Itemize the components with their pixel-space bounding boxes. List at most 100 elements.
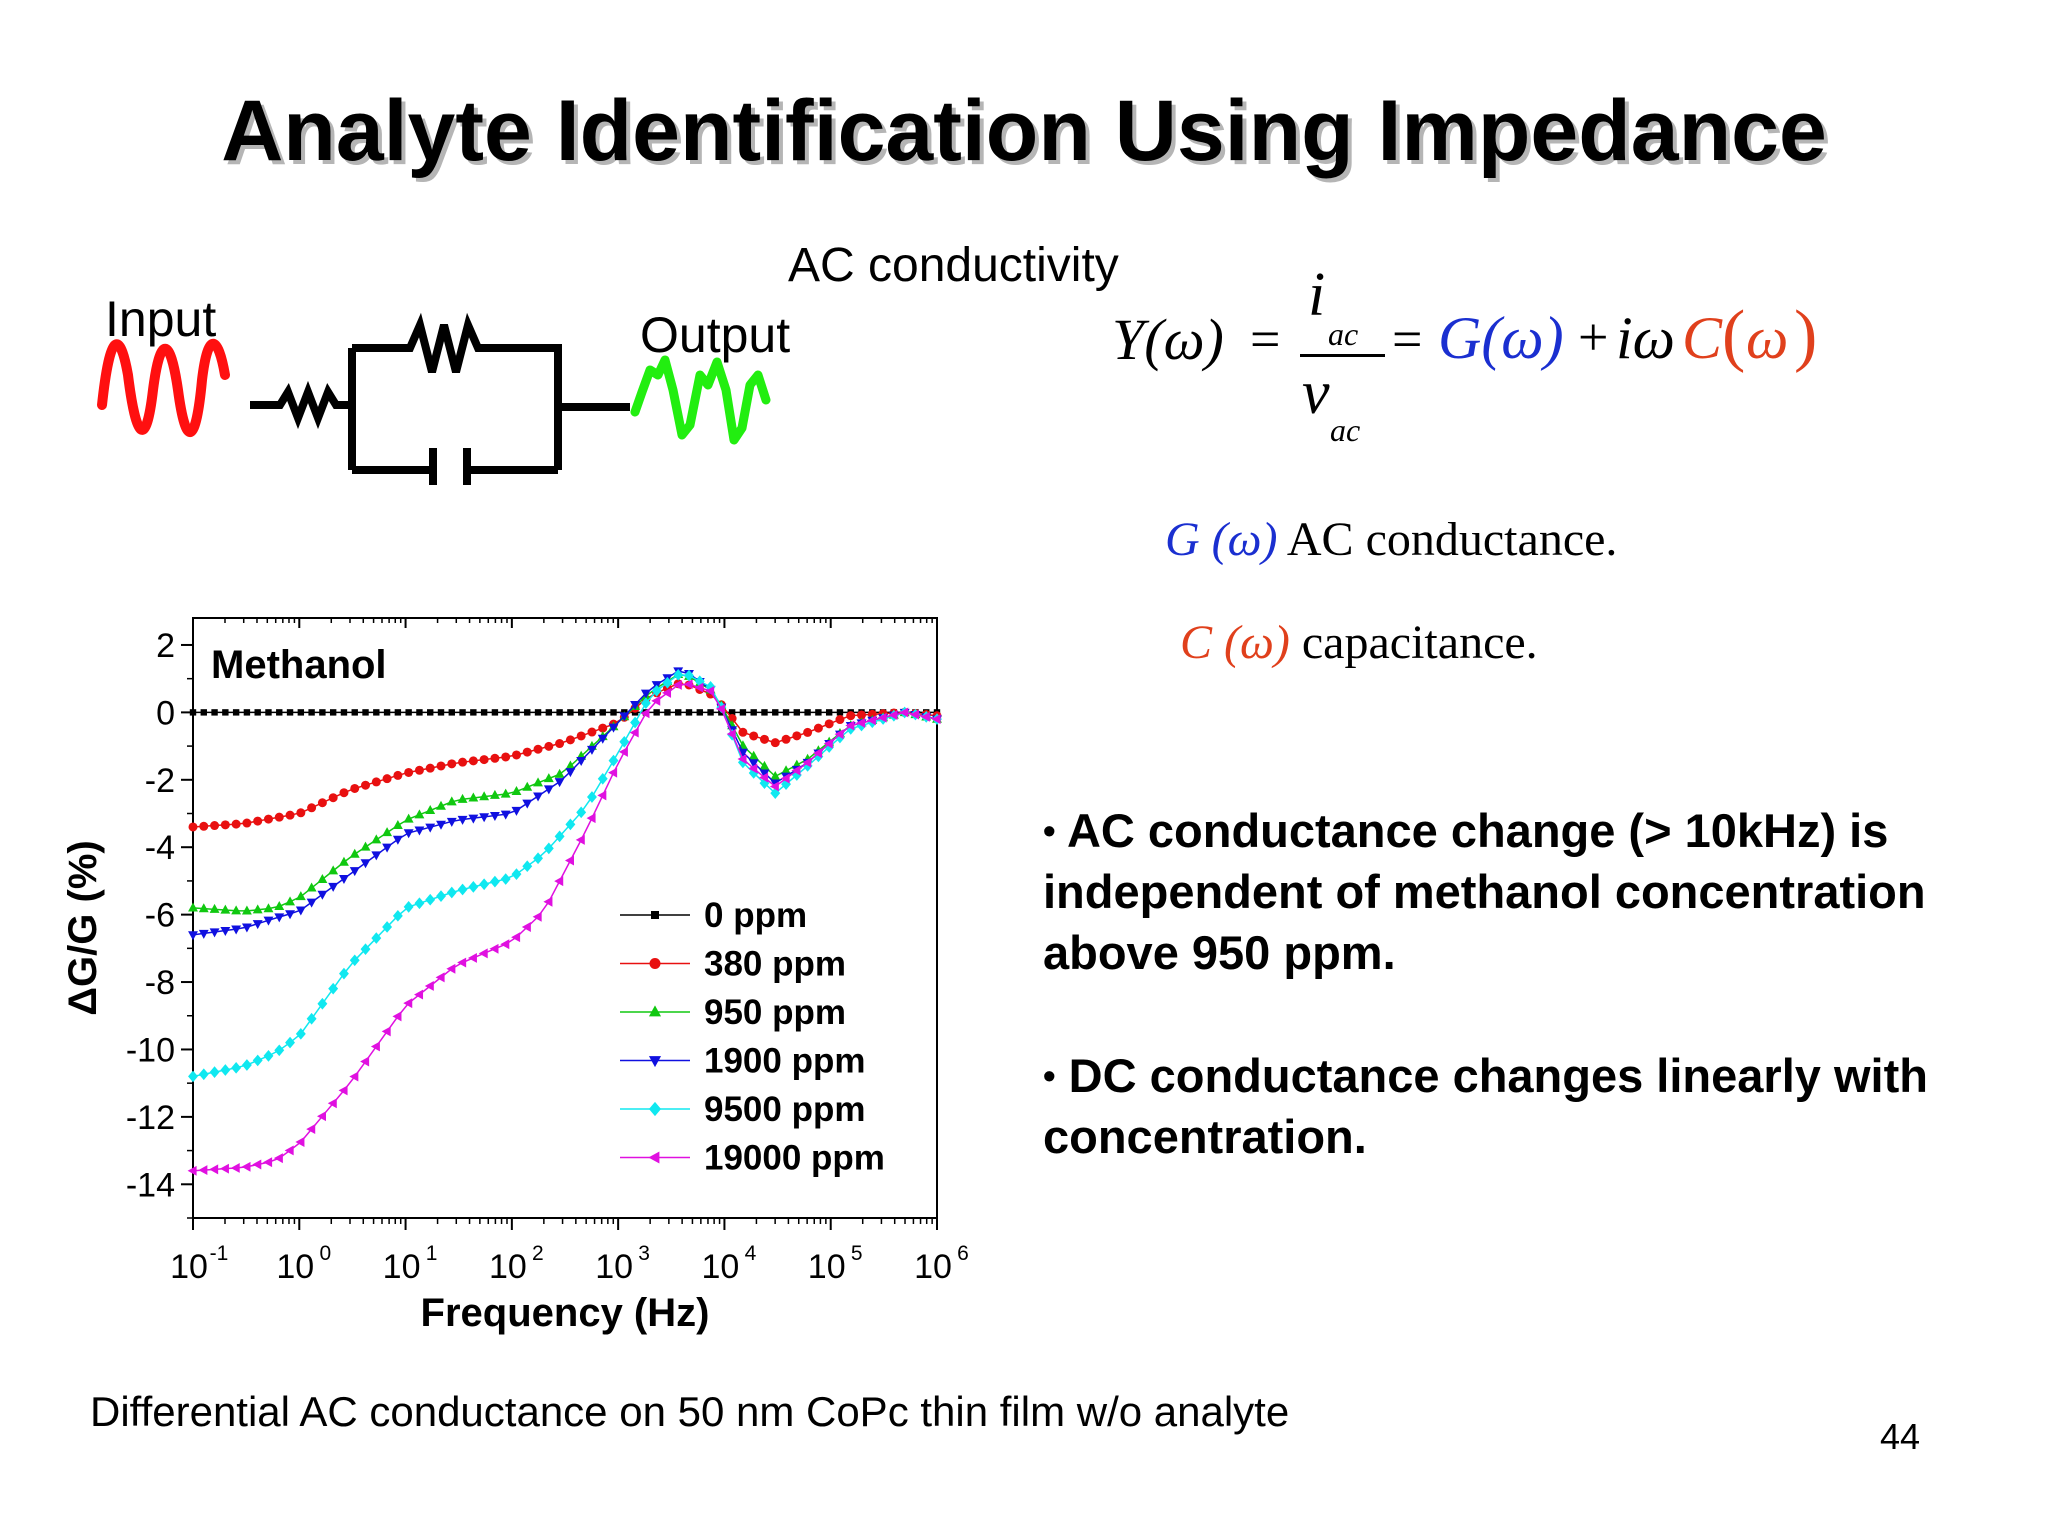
data-point (888, 710, 898, 721)
data-point (737, 748, 748, 758)
data-point (371, 932, 382, 944)
def-g-symbol: G (ω) (1165, 513, 1278, 566)
data-point (329, 709, 337, 716)
data-point (750, 709, 757, 716)
circuit-diagram (97, 312, 771, 485)
data-point (815, 709, 822, 716)
data-point (427, 709, 434, 716)
data-point (673, 668, 684, 681)
y-tick-label: -6 (145, 897, 175, 935)
data-point (457, 815, 468, 825)
data-point (791, 765, 801, 776)
data-point (586, 813, 596, 824)
data-point (306, 1012, 317, 1025)
data-point (640, 708, 650, 719)
data-point (770, 770, 781, 780)
series-line (192, 673, 938, 912)
data-point (297, 709, 305, 716)
data-point (489, 875, 500, 888)
legend-label: 19000 ppm (704, 1139, 885, 1178)
data-point (738, 727, 748, 737)
data-point (759, 772, 769, 783)
data-point (470, 709, 477, 716)
data-point (188, 902, 198, 912)
data-point (608, 767, 618, 778)
data-point (480, 709, 488, 716)
data-point (370, 1041, 380, 1052)
data-point (306, 882, 317, 892)
y-tick-label: -12 (126, 1099, 175, 1137)
data-point (825, 709, 833, 716)
data-point (295, 891, 306, 901)
data-point (457, 793, 468, 803)
data-point (511, 868, 522, 880)
data-point (232, 709, 240, 716)
data-point (403, 998, 413, 1009)
data-point (317, 873, 328, 883)
data-point (648, 1101, 662, 1117)
data-point (446, 886, 457, 899)
data-point (554, 768, 565, 778)
x-tick-label-exponent: -1 (210, 1242, 229, 1265)
ac-conductivity-label: AC conductivity (788, 239, 1119, 292)
data-point (500, 788, 511, 798)
data-point (479, 755, 489, 765)
data-point (360, 943, 371, 956)
data-point (556, 709, 563, 716)
legend-label: 950 ppm (704, 993, 846, 1032)
data-point (295, 906, 306, 916)
data-point (295, 1137, 305, 1147)
eq-numerator: i (1308, 261, 1326, 329)
data-point (664, 709, 671, 716)
data-point (392, 909, 403, 922)
data-point (274, 812, 284, 822)
data-point (285, 810, 295, 820)
data-point (209, 928, 220, 938)
data-point (436, 890, 446, 902)
data-point (435, 972, 445, 983)
x-axis-label: Frequency (Hz) (421, 1291, 710, 1335)
data-point (198, 903, 209, 913)
data-point (501, 752, 511, 762)
data-point (446, 963, 456, 974)
data-point (511, 932, 521, 943)
data-point (521, 922, 531, 932)
data-point (382, 774, 392, 784)
data-point (231, 819, 241, 829)
data-point (220, 904, 231, 914)
data-point (707, 709, 714, 716)
data-point (467, 952, 477, 963)
output-label: Output (640, 307, 791, 363)
data-point (285, 896, 295, 906)
data-point (802, 757, 812, 768)
data-point (792, 731, 802, 741)
legend-label: 0 ppm (704, 896, 807, 935)
data-point (328, 865, 339, 875)
data-point (479, 878, 490, 891)
x-tick-label-exponent: 6 (957, 1242, 969, 1265)
data-point (414, 765, 424, 775)
data-point (328, 882, 339, 892)
data-point (857, 710, 867, 720)
data-point (651, 684, 662, 697)
data-point (276, 709, 283, 716)
x-tick-label: 10 (276, 1248, 314, 1286)
data-point (403, 813, 414, 823)
data-point (491, 709, 499, 716)
data-point (587, 727, 597, 737)
data-point (728, 709, 736, 716)
data-point (265, 709, 272, 716)
data-point (533, 792, 543, 802)
data-point (317, 997, 328, 1010)
data-point (222, 709, 229, 716)
definition-c: C (ω) capacitance. (1180, 615, 1538, 670)
x-tick-label-exponent: 5 (851, 1242, 863, 1265)
data-point (382, 921, 393, 933)
data-point (489, 943, 499, 954)
bullet-list: • AC conductance change (> 10kHz) is ind… (1043, 800, 2033, 1229)
data-point (565, 735, 575, 745)
data-point (608, 723, 619, 733)
eq-c-open-paren: ( (1722, 297, 1746, 374)
data-point (241, 1059, 252, 1071)
data-point (748, 763, 758, 774)
